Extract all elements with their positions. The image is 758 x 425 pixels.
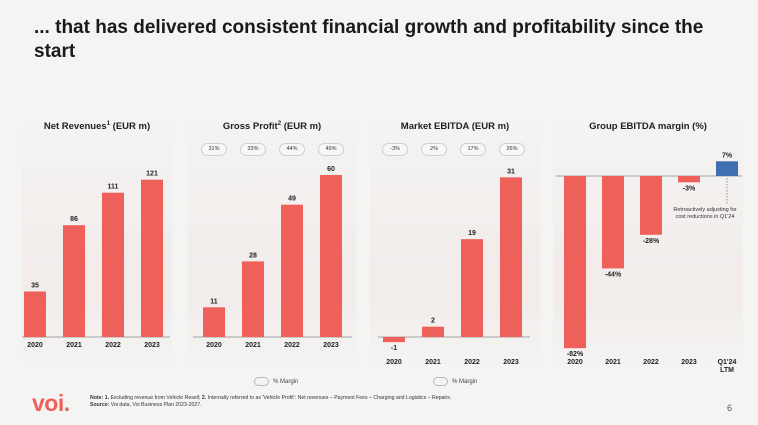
margin-pill: 2% xyxy=(421,143,447,156)
bar xyxy=(461,239,483,337)
bar xyxy=(281,204,303,337)
category-label: 2020 xyxy=(27,342,43,349)
margin-pill: 31% xyxy=(201,143,227,156)
bar xyxy=(383,337,405,343)
data-label: 111 xyxy=(108,184,119,191)
data-label: 86 xyxy=(70,216,78,223)
category-label: LTM xyxy=(720,367,734,374)
margin-pill: -3% xyxy=(382,143,408,156)
data-label: -28% xyxy=(643,238,660,245)
category-label: 2023 xyxy=(323,342,339,349)
bar xyxy=(24,291,46,337)
annotation-text: Retroactively adjusting for cost reducti… xyxy=(673,207,737,220)
legend-oval-icon xyxy=(433,377,448,386)
bar xyxy=(602,176,624,269)
chart-title-gross-profit: Gross Profit2 (EUR m) xyxy=(222,121,322,133)
data-label: 31 xyxy=(507,168,515,175)
data-label: 49 xyxy=(288,196,296,203)
chart-title-net-revenues: Net Revenues1 (EUR m) xyxy=(43,121,151,133)
bar xyxy=(678,176,700,183)
margin-pill: 33% xyxy=(240,143,266,156)
chart-title-group-ebitda-margin: Group EBITDA margin (%) xyxy=(589,121,707,132)
bar xyxy=(564,176,586,349)
legend-margin: % Margin xyxy=(254,377,298,386)
category-label: Q1'24 xyxy=(718,359,737,366)
data-label: 7% xyxy=(722,152,733,159)
category-label: 2021 xyxy=(605,359,621,366)
category-label: 2020 xyxy=(567,359,583,366)
legend-label: % Margin xyxy=(273,378,299,385)
bar xyxy=(500,177,522,337)
category-label: 2020 xyxy=(206,342,222,349)
category-label: 2022 xyxy=(284,342,300,349)
data-label: 121 xyxy=(146,171,158,178)
legend-margin: % Margin xyxy=(433,377,477,386)
category-label: 2022 xyxy=(464,359,480,366)
margin-pill: 44% xyxy=(279,143,305,156)
footnote: Note: 1. Excluding revenue from Vehicle … xyxy=(90,395,452,408)
data-label: -1 xyxy=(391,345,397,352)
chart-title-market-ebitda: Market EBITDA (EUR m) xyxy=(400,121,510,132)
data-label: 35 xyxy=(31,283,39,290)
bar xyxy=(203,307,225,337)
data-label: 19 xyxy=(468,230,476,237)
category-label: 2023 xyxy=(503,359,519,366)
data-label: 11 xyxy=(210,298,218,305)
category-label: 2020 xyxy=(386,359,402,366)
voi-logo: voi. xyxy=(32,390,70,416)
legend-oval-icon xyxy=(254,377,269,386)
bar xyxy=(716,161,738,176)
legend-label: % Margin xyxy=(452,378,478,385)
category-label: 2021 xyxy=(245,342,261,349)
margin-pill: 26% xyxy=(499,143,525,156)
data-label: -3% xyxy=(683,185,696,192)
data-label: 60 xyxy=(327,166,335,173)
category-label: 2021 xyxy=(425,359,441,366)
category-label: 2022 xyxy=(105,342,121,349)
data-label: 2 xyxy=(431,318,435,325)
bar xyxy=(640,176,662,235)
margin-pill: 17% xyxy=(460,143,486,156)
data-label: 28 xyxy=(249,252,257,259)
category-label: 2021 xyxy=(66,342,82,349)
bar xyxy=(320,175,342,337)
bar xyxy=(242,261,264,337)
data-label: -82% xyxy=(567,351,584,358)
category-label: 2023 xyxy=(681,359,697,366)
category-label: 2023 xyxy=(144,342,160,349)
data-label: -44% xyxy=(605,271,622,278)
bar xyxy=(141,179,163,337)
bar xyxy=(422,326,444,337)
page-number: 6 xyxy=(726,403,732,413)
page-title: ... that has delivered consistent financ… xyxy=(34,17,704,62)
category-label: 2022 xyxy=(643,359,659,366)
margin-pill: 49% xyxy=(318,143,344,156)
bar xyxy=(102,192,124,337)
bar xyxy=(63,225,85,337)
